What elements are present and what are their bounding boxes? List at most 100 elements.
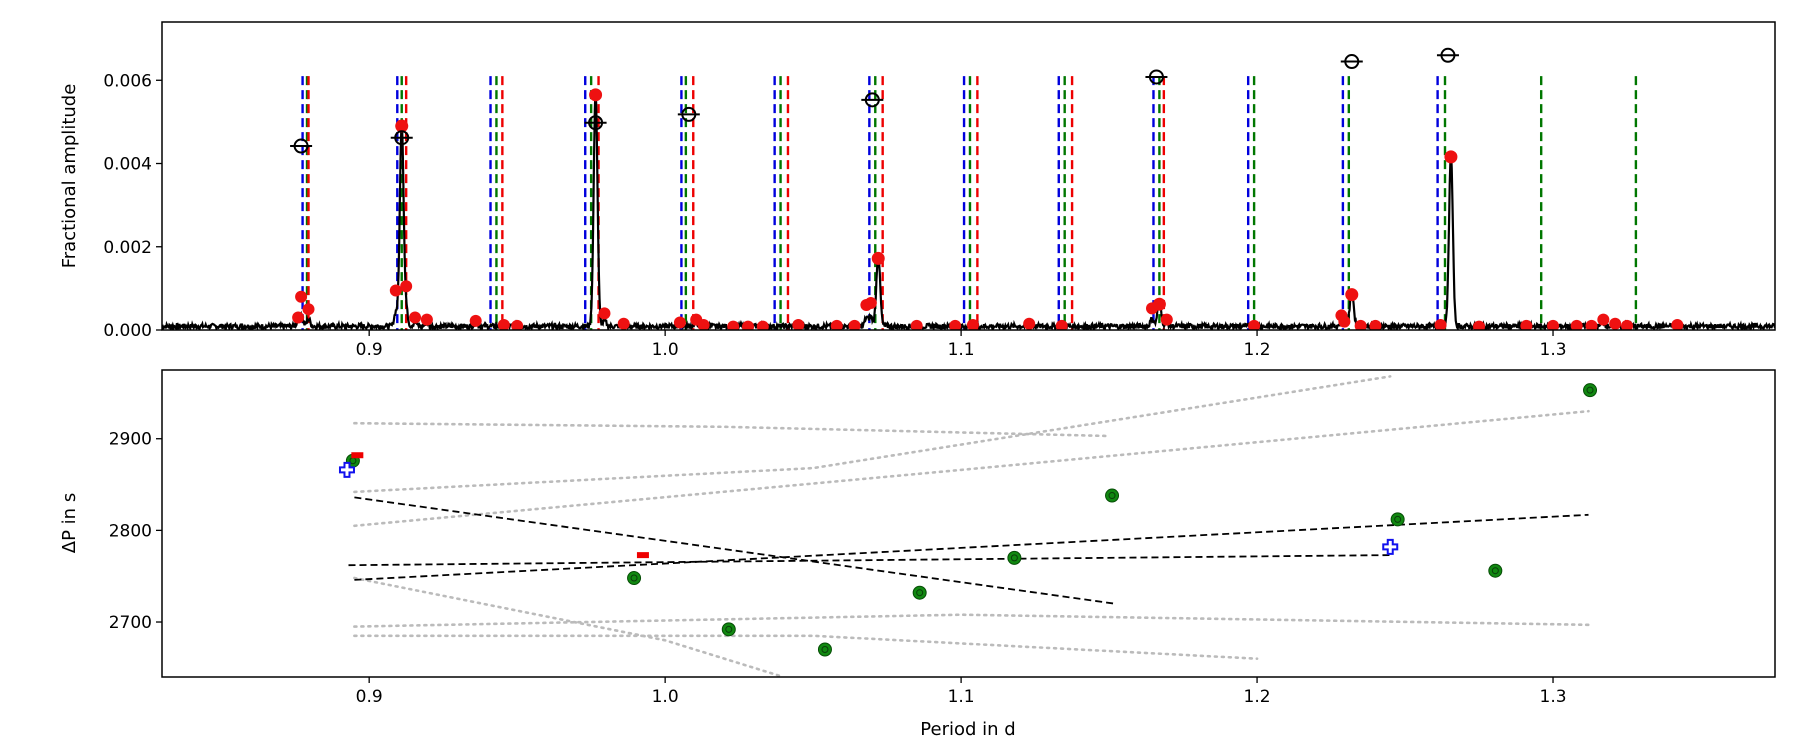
green-observed-point-core-8: [1491, 567, 1499, 575]
minor-peak-marker-1: [302, 303, 315, 316]
amplitude-x-tick-label-1: 1.0: [652, 340, 679, 360]
period-spacing-x-axis: 0.9 1.0 1.1 1.2 1.3: [356, 677, 1567, 707]
model-open-circle-2: [588, 115, 604, 131]
amplitude-y-tick-label-0: 0.000: [103, 321, 152, 341]
red-dash-marker-1: [636, 552, 649, 559]
amplitude-y-tick-label-1: 0.002: [103, 238, 152, 258]
minor-peak-marker-0: [295, 290, 308, 303]
green-observed-point-2: [721, 622, 736, 637]
minor-peak-marker-41: [1597, 313, 1610, 326]
minor-peak-marker-8: [497, 319, 510, 330]
model-open-circle-7: [1440, 47, 1456, 63]
minor-peak-marker-29: [1160, 313, 1173, 326]
minor-peak-marker-16: [742, 320, 755, 330]
dashed-fit-line-1: [348, 554, 1391, 567]
minor-peak-marker-43: [1621, 319, 1634, 330]
green-observed-point-core-2: [725, 625, 733, 633]
major-peak-marker-0: [395, 119, 409, 133]
amplitude-x-tick-label-0: 0.9: [356, 340, 383, 360]
minor-peak-marker-14: [697, 319, 710, 330]
model-open-circle-0: [293, 138, 309, 154]
minor-peak-marker-32: [1338, 315, 1351, 328]
minor-peak-marker-36: [1473, 320, 1486, 330]
dashed-fit-line-2: [354, 513, 1589, 581]
amplitude-x-tick-label-3: 1.2: [1244, 340, 1271, 360]
dotted-model-line-3: [353, 613, 1590, 628]
period-spacing-panel: 0.9 1.0 1.1 1.2 1.3 2700 2800 2900 Period in d…: [59, 369, 1776, 740]
minor-peak-marker-34: [1369, 319, 1382, 330]
period-spacing-plot-area: [338, 375, 1598, 677]
green-observed-point-core-9: [1586, 386, 1594, 394]
major-peak-marker-2: [871, 251, 885, 265]
minor-peak-marker-23: [910, 319, 923, 330]
minor-peak-marker-4: [400, 280, 413, 293]
model-open-circle-6: [1344, 54, 1360, 70]
minor-peak-marker-33: [1354, 319, 1367, 330]
period-spacing-y-axis: 2700 2800 2900: [109, 430, 162, 633]
amplitude-x-axis: 0.9 1.0 1.1 1.2 1.3: [356, 330, 1567, 360]
minor-peak-marker-20: [848, 319, 861, 330]
minor-peak-marker-10: [598, 307, 611, 320]
minor-peak-marker-9: [511, 319, 524, 330]
dotted-model-line-2: [353, 409, 1590, 528]
period-x-tick-label-0: 0.9: [356, 687, 383, 707]
amplitude-panel: 0.9 1.0 1.1 1.2 1.3 0.000 0.002 0.004 0.006 Fra…: [59, 21, 1776, 360]
amplitude-y-tick-label-2: 0.004: [103, 155, 152, 175]
major-peak-marker-4: [1345, 288, 1359, 302]
minor-peak-marker-42: [1609, 317, 1622, 330]
period-x-tick-label-1: 1.0: [652, 687, 679, 707]
green-observed-point-core-1: [630, 574, 638, 582]
period-spacing-x-label: Period in d: [920, 719, 1015, 740]
blue-plus-marker-1: [1382, 538, 1399, 555]
minor-peak-marker-37: [1520, 319, 1533, 330]
minor-peak-marker-15: [727, 320, 740, 330]
minor-peak-marker-27: [1055, 319, 1068, 330]
green-observed-point-core-7: [1394, 515, 1402, 523]
major-peak-marker-5: [1444, 150, 1458, 164]
period-spacing-y-label: ΔP in s: [59, 493, 80, 553]
green-observed-point-3: [817, 642, 832, 657]
minor-peak-marker-11: [617, 317, 630, 330]
amplitude-x-tick-label-4: 1.3: [1540, 340, 1567, 360]
dotted-model-line-0: [353, 421, 1111, 438]
period-y-tick-label-1: 2800: [109, 521, 152, 541]
green-observed-point-1: [627, 571, 642, 586]
green-observed-point-4: [912, 585, 927, 600]
period-x-tick-label-2: 1.1: [948, 687, 975, 707]
minor-peak-marker-2: [292, 311, 305, 324]
minor-peak-marker-22: [864, 296, 877, 309]
green-observed-point-core-6: [1108, 492, 1116, 500]
dashed-fit-line-0: [354, 496, 1116, 605]
model-open-circle-3: [681, 106, 697, 122]
period-x-tick-label-3: 1.2: [1244, 687, 1271, 707]
minor-peak-marker-30: [1248, 319, 1261, 330]
amplitude-y-axis: 0.000 0.002 0.004 0.006: [103, 71, 162, 341]
minor-peak-marker-18: [792, 319, 805, 330]
amplitude-plot-area: [162, 47, 1775, 330]
period-x-tick-label-4: 1.3: [1540, 687, 1567, 707]
minor-peak-marker-12: [673, 316, 686, 329]
red-dash-marker-0: [351, 452, 364, 459]
model-open-circle-5: [1148, 69, 1164, 85]
period-y-tick-label-2: 2900: [109, 430, 152, 450]
minor-peak-marker-3: [389, 284, 402, 297]
minor-peak-marker-25: [966, 319, 979, 330]
minor-peak-marker-6: [420, 313, 433, 326]
minor-peak-marker-5: [409, 311, 422, 324]
dotted-model-line-4: [353, 634, 1259, 661]
major-peak-marker-3: [1152, 297, 1166, 311]
green-observed-point-7: [1390, 512, 1405, 527]
period-y-tick-label-0: 2700: [109, 613, 152, 633]
minor-peak-marker-7: [469, 314, 482, 327]
amplitude-panel-frame: [161, 21, 1776, 331]
amplitude-y-label: Fractional amplitude: [59, 84, 80, 269]
dotted-model-line-1: [353, 375, 1392, 494]
green-observed-point-core-4: [916, 589, 924, 597]
green-observed-point-6: [1105, 488, 1120, 503]
minor-peak-marker-38: [1547, 319, 1560, 330]
minor-peak-marker-26: [1023, 317, 1036, 330]
green-observed-point-core-3: [821, 646, 829, 654]
green-observed-point-8: [1488, 563, 1503, 578]
minor-peak-marker-35: [1434, 319, 1447, 330]
